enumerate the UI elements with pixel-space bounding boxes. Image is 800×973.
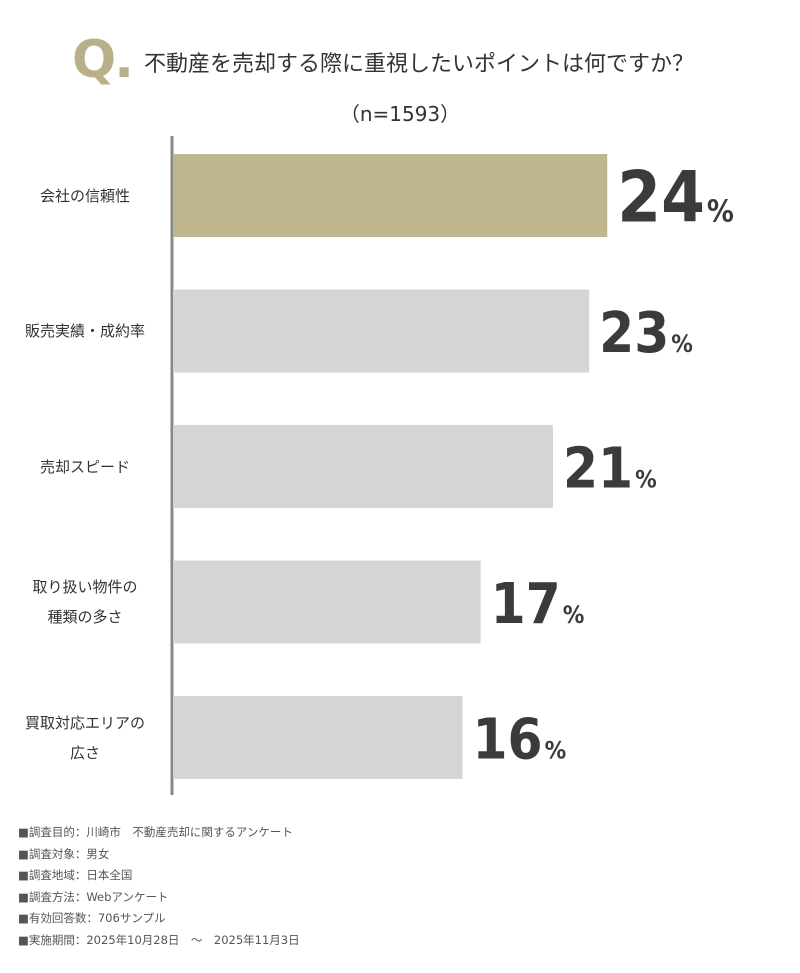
category-label-0: 会社の信頼性	[39, 186, 130, 205]
value-label-3: 17%	[491, 572, 585, 637]
sample-size: （n=1593）	[339, 102, 461, 126]
q-mark: Q.	[72, 30, 134, 90]
footer-purpose: ■調査目的：川崎市 不動産売却に関するアンケート	[18, 825, 293, 839]
survey-footer: ■調査目的：川崎市 不動産売却に関するアンケート ■調査対象：男女 ■調査地域：…	[18, 822, 300, 951]
category-label-1: 販売実績・成約率	[24, 322, 145, 340]
footer-period: ■実施期間：2025年10月28日 ～ 2025年11月3日	[18, 932, 300, 947]
category-label-3: 取り扱い物件の 種類の多さ	[32, 578, 138, 626]
footer-region: ■調査地域：日本全国	[18, 868, 133, 882]
footer-method: ■調査方法：Webアンケート	[18, 889, 169, 904]
bar-3	[173, 560, 481, 644]
question-title: 不動産を売却する際に重視したいポイントは何ですか？	[143, 52, 694, 77]
bar-1	[173, 289, 590, 373]
question-header: Q. 不動産を売却する際に重視したいポイントは何ですか？	[72, 22, 694, 86]
value-label-2: 21%	[563, 437, 657, 502]
footer-target: ■調査対象：男女	[18, 846, 110, 861]
category-label-2: 売却スピード	[39, 457, 130, 476]
footer-samples: ■有効回答数：706サンプル	[18, 911, 166, 925]
bar-4	[173, 696, 463, 779]
value-label-0: 24%	[617, 157, 734, 239]
category-label-4: 買取対応エリアの 広さ	[24, 713, 145, 762]
bar-2	[173, 425, 553, 508]
value-label-4: 16%	[473, 708, 567, 773]
value-label-1: 23%	[599, 301, 693, 366]
bar-chart: 24% 23% 21% 17% 16%	[170, 136, 734, 795]
bar-0	[173, 154, 608, 237]
